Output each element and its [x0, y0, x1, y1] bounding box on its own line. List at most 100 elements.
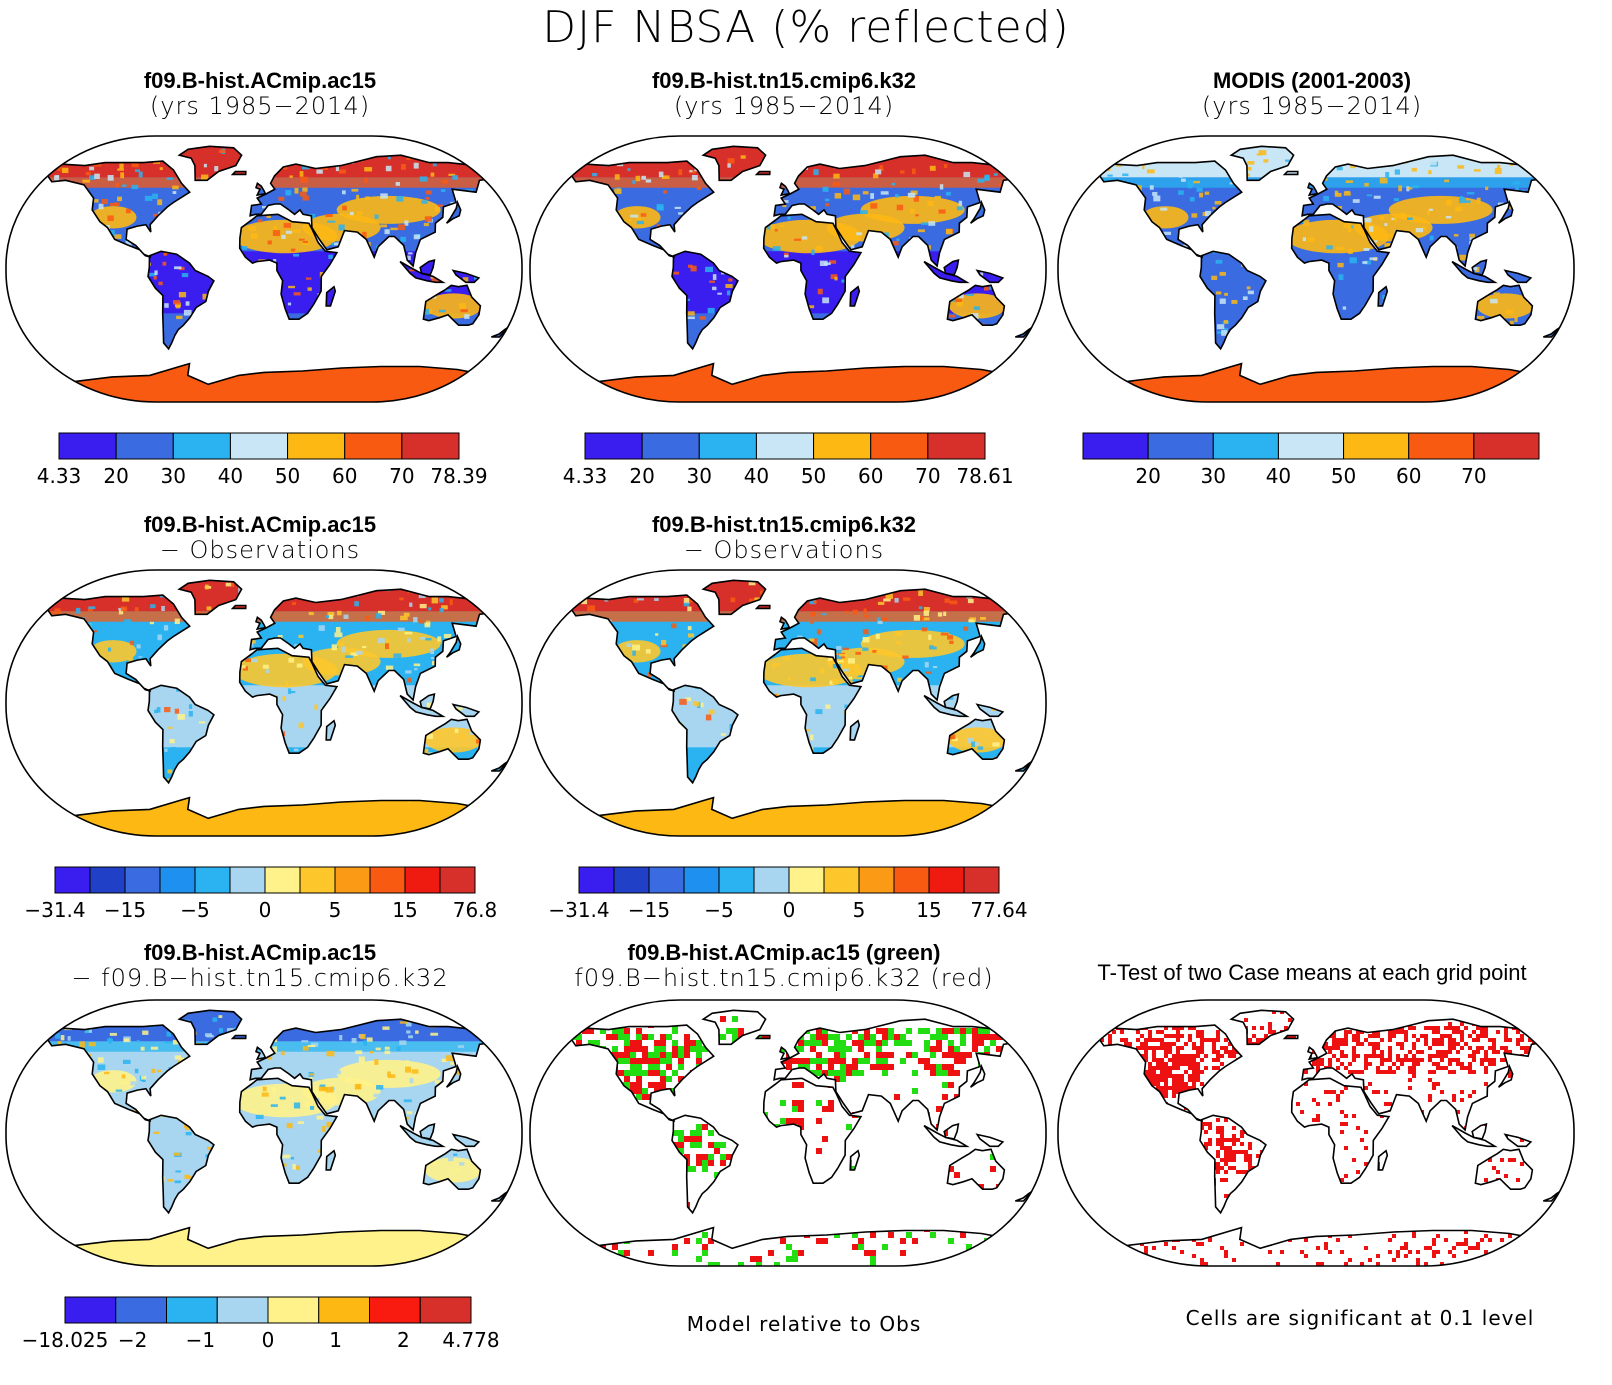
map-frame — [529, 569, 1047, 837]
coastlines — [1092, 145, 1564, 386]
panel-title-relative: f09.B-hist.ACmip.ac15 (green) f09.B−hist… — [524, 940, 1044, 993]
panel-title-case-diff: f09.B-hist.ACmip.ac15 − f09.B−hist.tn15.… — [0, 940, 520, 993]
colorbar-box — [578, 866, 615, 894]
panel-title-line1: f09.B-hist.ACmip.ac15 (green) — [627, 940, 941, 965]
coastlines — [564, 1009, 1036, 1250]
colorbar-tick-label: −31.4 — [548, 898, 610, 922]
colorbar-tick-label: 60 — [331, 464, 358, 488]
colorbar-modis: 20 30 40 50 60 70 — [1082, 432, 1540, 490]
land-field — [564, 1010, 1036, 1266]
colorbar-tick-label: 20 — [629, 464, 655, 488]
note-significance: Cells are significant at 0.1 level — [1185, 1306, 1535, 1330]
panel-title-line1: f09.B-hist.ACmip.ac15 — [143, 512, 377, 537]
colorbar-box — [419, 1296, 472, 1324]
colorbar-tick-label: 4.33 — [562, 464, 608, 488]
colorbar-tick-label: −31.4 — [24, 898, 86, 922]
colorbar-tick-label: 70 — [915, 464, 941, 488]
colorbar-box — [1408, 432, 1475, 460]
colorbar-tick-label: 5 — [852, 898, 866, 922]
colorbar-case-diff: −18.025 −2 −1 0 1 2 4.778 — [22, 1296, 500, 1354]
coastlines — [564, 145, 1036, 386]
colorbar-tick-label: 0 — [261, 1328, 275, 1352]
colorbar-tick-label: 78.39 — [430, 464, 488, 488]
colorbar-box — [194, 866, 231, 894]
colorbar-box — [89, 866, 126, 894]
colorbar-tick-label: −5 — [704, 898, 734, 922]
map-frame — [529, 999, 1047, 1267]
colorbar-box — [813, 432, 872, 460]
colorbar-tick-label: 70 — [389, 464, 415, 488]
colorbar-tick-label: −5 — [180, 898, 210, 922]
colorbar-tick-label: 40 — [1265, 464, 1292, 488]
panel-title-line1: f09.B-hist.tn15.cmip6.k32 — [651, 512, 917, 537]
map-frame — [529, 135, 1047, 403]
colorbar-box — [166, 1296, 218, 1324]
land-field — [1092, 146, 1564, 402]
colorbar-box — [229, 432, 289, 460]
colorbar-tick-label: 40 — [217, 464, 244, 488]
colorbar-box — [963, 866, 1000, 894]
colorbar-box — [755, 432, 815, 460]
colorbar-boxes — [58, 432, 460, 460]
panel-title-line1: f09.B-hist.ACmip.ac15 — [143, 940, 377, 965]
colorbar-boxes — [1082, 432, 1540, 460]
colorbar-tick-label: 15 — [392, 898, 418, 922]
map-frame — [1057, 999, 1575, 1267]
panel-title-modis: MODIS (2001-2003) (yrs 1985−2014) — [1052, 68, 1572, 121]
colorbar-tick-label: 40 — [743, 464, 770, 488]
colorbar-tick-label: 70 — [1461, 464, 1487, 488]
colorbar-box — [115, 1296, 167, 1324]
colorbar-tn15-minus-obs: −31.4 −15 −5 0 5 15 77.64 — [548, 866, 1028, 924]
colorbar-box — [124, 866, 161, 894]
panel-title-line1: f09.B-hist.tn15.cmip6.k32 — [651, 68, 917, 93]
panel-title-line2: − Observations — [159, 536, 361, 565]
panel-title-ttest: T-Test of two Case means at each grid po… — [1052, 960, 1572, 985]
colorbar-model-ac15: 4.33 20 30 40 50 60 70 78.39 — [37, 432, 488, 490]
land-field — [564, 146, 1036, 402]
colorbar-box — [318, 1296, 370, 1324]
world-map — [1057, 135, 1575, 403]
map-panel-case-diff — [4, 998, 524, 1268]
colorbar-box — [648, 866, 685, 894]
main-title: DJF NBSA (% reflected) — [542, 2, 1070, 53]
colorbar-box — [858, 866, 895, 894]
colorbar-box — [1473, 432, 1540, 460]
panel-title-line2: (yrs 1985−2014) — [673, 92, 895, 121]
note-model-relative: Model relative to Obs — [686, 1312, 922, 1336]
panel-title-model-tn15: f09.B-hist.tn15.cmip6.k32 (yrs 1985−2014… — [524, 68, 1044, 121]
colorbar-box — [1082, 432, 1149, 460]
map-panel-model-tn15 — [528, 134, 1048, 404]
panel-title-line1: f09.B-hist.ACmip.ac15 — [143, 68, 377, 93]
panel-title-line2: (yrs 1985−2014) — [149, 92, 371, 121]
colorbar-box — [698, 432, 757, 460]
colorbar-box — [1343, 432, 1410, 460]
colorbar-box — [287, 432, 346, 460]
panel-title-line1: MODIS (2001-2003) — [1212, 68, 1412, 93]
colorbar-tick-label: 78.61 — [956, 464, 1014, 488]
colorbar-box — [584, 432, 643, 460]
colorbar-tick-label: 5 — [328, 898, 342, 922]
colorbar-box — [369, 866, 406, 894]
world-map — [5, 569, 523, 837]
land-field — [40, 580, 512, 836]
colorbar-tick-label: 50 — [800, 464, 827, 488]
colorbar-tick-label: 0 — [258, 898, 272, 922]
colorbar-box — [788, 866, 825, 894]
colorbar-tick-label: 1 — [329, 1328, 343, 1352]
colorbar-box — [613, 866, 650, 894]
map-frame — [1057, 135, 1575, 403]
panel-title-model-ac15: f09.B-hist.ACmip.ac15 (yrs 1985−2014) — [0, 68, 520, 121]
colorbar-box — [1212, 432, 1279, 460]
colorbar-model-tn15: 4.33 20 30 40 50 60 70 78.61 — [563, 432, 1014, 490]
land-field — [564, 580, 1036, 836]
land-field — [40, 146, 512, 402]
colorbar-tick-label: 60 — [857, 464, 884, 488]
colorbar-box — [54, 866, 91, 894]
colorbar-box — [404, 866, 441, 894]
colorbar-boxes — [584, 432, 986, 460]
colorbar-box — [893, 866, 930, 894]
panel-title-line2: (yrs 1985−2014) — [1201, 92, 1423, 121]
world-map — [5, 999, 523, 1267]
colorbar-tick-label: 50 — [1330, 464, 1357, 488]
panel-title-tn15-minus-obs: f09.B-hist.tn15.cmip6.k32 − Observations — [524, 512, 1044, 565]
